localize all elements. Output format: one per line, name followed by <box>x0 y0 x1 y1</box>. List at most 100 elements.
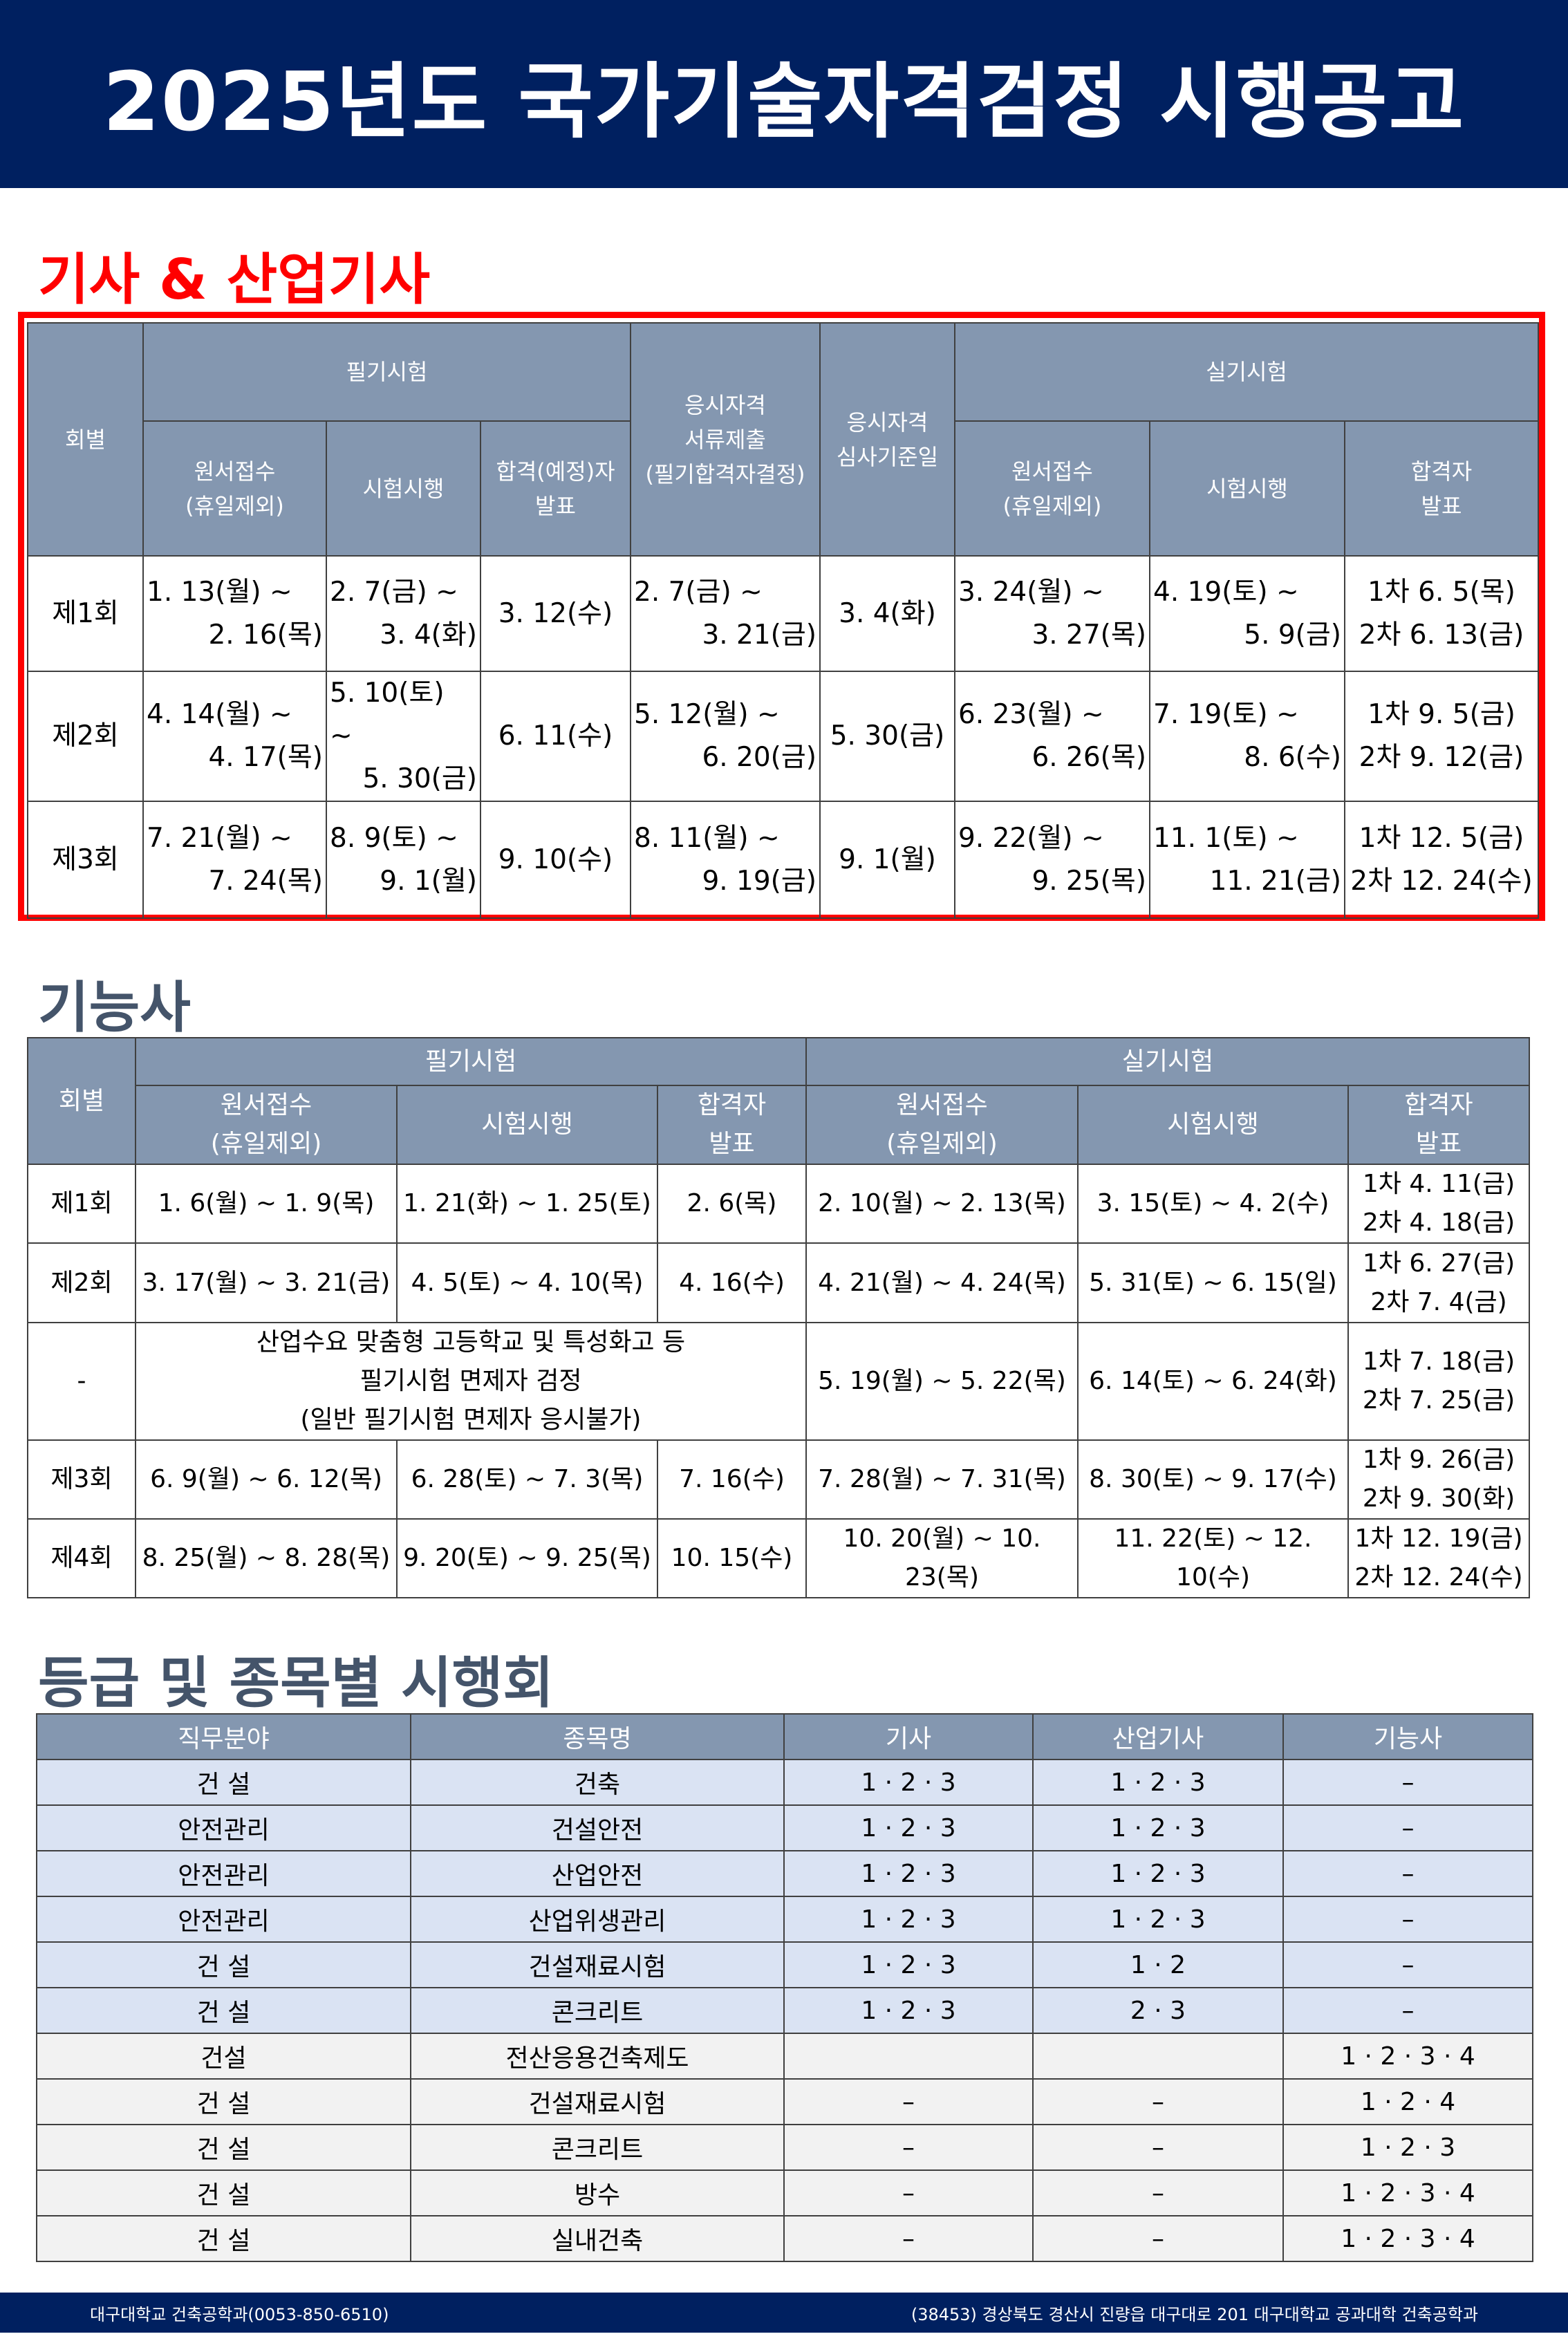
table-cell: - <box>27 1322 136 1441</box>
table-cell: – <box>1032 2215 1284 2262</box>
cell-line: 발표 <box>1421 492 1462 519</box>
table-cell: 응시자격 심사기준일 <box>819 322 955 557</box>
table-cell: 원서접수 (휴일제외) <box>954 420 1150 557</box>
table-cell: 7. 28(월) ~ 7. 31(목) <box>805 1439 1079 1520</box>
table-cell: 6. 28(토) ~ 7. 3(목) <box>396 1439 658 1520</box>
table-cell: 1 · 2 · 3 · 4 <box>1282 2169 1533 2216</box>
page-title: 2025년도 국가기술자격검정 시행공고 <box>102 53 1466 149</box>
table-cell: 원서접수 (휴일제외) <box>805 1085 1079 1165</box>
footer-address: (38453) 경상북도 경산시 진량읍 대구대로 201 대구대학교 공과대학… <box>911 2304 1478 2324</box>
table-cell: 3. 4(화) <box>819 555 955 672</box>
table-cell: 방수 <box>410 2169 785 2216</box>
cell-line: 6. 20(금) <box>702 742 816 773</box>
cell-line: 1차 6. 27(금) <box>1362 1249 1515 1278</box>
cell-line: 1차 9. 26(금) <box>1362 1446 1515 1474</box>
table-cell: 1차 9. 5(금) 2차 9. 12(금) <box>1344 671 1539 802</box>
table-cell: 1 · 2 · 4 <box>1282 2078 1533 2125</box>
table-cell: 1 · 2 · 3 <box>783 1987 1034 2034</box>
section-title-grades: 등급 및 종목별 시행회 <box>38 1651 554 1715</box>
cell-line: 산업수요 맞춤형 고등학교 및 특성화고 등 <box>256 1328 686 1356</box>
table-cell: 산업위생관리 <box>410 1896 785 1943</box>
table-cell: 6. 11(수) <box>480 671 631 802</box>
table-cell: 합격(예정)자 발표 <box>480 420 631 557</box>
table-cell: 건설재료시험 <box>410 2078 785 2125</box>
table-cell: 제2회 <box>27 1242 136 1323</box>
table-cell: 10. 20(월) ~ 10. 23(목) <box>805 1518 1079 1598</box>
table-cell: 제3회 <box>27 1439 136 1520</box>
table-cell: 6. 14(토) ~ 6. 24(화) <box>1077 1322 1349 1441</box>
table-cell: – <box>1282 1941 1533 1988</box>
table-cell: 1 · 2 · 3 <box>783 1804 1034 1851</box>
table-cell: 합격자 발표 <box>1347 1085 1530 1165</box>
cell-line: 3. 27(목) <box>1032 619 1146 651</box>
table-cell: 건 설 <box>36 1759 411 1806</box>
table-cell: 5. 10(토) ~5. 30(금) <box>326 671 481 802</box>
table-cell: 1 · 2 · 3 <box>783 1896 1034 1943</box>
table-row: 건 설 콘크리트 – –1 · 2 · 3 <box>36 2124 1533 2171</box>
cell-line: 1차 12. 5(금) <box>1359 822 1524 854</box>
table-cell: 건 설 <box>36 2078 411 2125</box>
cell-line: 응시자격 <box>846 409 928 436</box>
table-cell: – <box>783 2215 1034 2262</box>
table-cell: 1 · 2 · 3 <box>783 1941 1034 1988</box>
table-cell: – <box>1032 2169 1284 2216</box>
cell-line: 5. 30(금) <box>362 763 477 794</box>
table-row: 건 설 방수 – –1 · 2 · 3 · 4 <box>36 2169 1533 2216</box>
table-cell: 4. 14(월) ~ 4. 17(목) <box>142 671 327 802</box>
table-cell: – <box>1282 1896 1533 1943</box>
cell-line: 8. 9(토) ~ <box>330 822 458 854</box>
table-cell: – <box>1282 1850 1533 1897</box>
cell-line: (휴일제외) <box>185 492 284 519</box>
table-cell: 제4회 <box>27 1518 136 1598</box>
cell-line: 8. 11(월) ~ <box>634 822 780 854</box>
table-cell: 1 · 2 · 3 <box>1032 1759 1284 1806</box>
table-cell: 건축 <box>410 1759 785 1806</box>
cell-line: 원서접수 <box>194 458 276 485</box>
table-cell: 8. 11(월) ~ 9. 19(금) <box>630 801 821 919</box>
table-cell: 회별 <box>27 1037 136 1165</box>
table-cell: 4. 21(월) ~ 4. 24(목) <box>805 1242 1079 1323</box>
cell-line: 합격(예정)자 <box>496 458 615 485</box>
table-cell: 2. 10(월) ~ 2. 13(목) <box>805 1164 1079 1244</box>
table-cell: 건설재료시험 <box>410 1941 785 1988</box>
table-cell: 산업기사 <box>1032 1713 1284 1760</box>
table-cell: 안전관리 <box>36 1896 411 1943</box>
table-cell: 5. 19(월) ~ 5. 22(목) <box>805 1322 1079 1441</box>
cell-line: 5. 9(금) <box>1244 619 1341 651</box>
table-cell: 11. 22(토) ~ 12. 10(수) <box>1077 1518 1349 1598</box>
cell-line: 5. 12(월) ~ <box>634 699 780 730</box>
table-cell: 응시자격 서류제출 (필기합격자결정) <box>630 322 821 557</box>
cell-line: 응시자격 <box>684 391 766 418</box>
table-cell: 기능사 <box>1282 1713 1533 1760</box>
table-cell: 건 설 <box>36 2124 411 2171</box>
table-cell: 기사 <box>783 1713 1034 1760</box>
table-cell: 제3회 <box>27 801 144 919</box>
cell-line: 2차 9. 30(화) <box>1362 1484 1515 1513</box>
cell-line: 2. 7(금) ~ <box>330 576 458 608</box>
table-cell: 9. 20(토) ~ 9. 25(목) <box>396 1518 658 1598</box>
table-cell: 산업수요 맞춤형 고등학교 및 특성화고 등 필기시험 면제자 검정 (일반 필기시… <box>135 1322 807 1441</box>
cell-line: 합격자 <box>697 1091 767 1119</box>
cell-line: (일반 필기시험 면제자 응시불가) <box>300 1406 642 1434</box>
table-row: 제1회 1. 6(월) ~ 1. 9(목) 1. 21(화) ~ 1. 25(토) 2… <box>27 1164 1530 1244</box>
cell-line: 11. 1(토) ~ <box>1153 822 1299 854</box>
table-cell: 직무분야 <box>36 1713 411 1760</box>
cell-line: 1차 12. 19(금) <box>1354 1524 1523 1553</box>
table-cell: 3. 15(토) ~ 4. 2(수) <box>1077 1164 1349 1244</box>
table-cell: 1차 6. 27(금) 2차 7. 4(금) <box>1347 1242 1530 1323</box>
cell-line: 2차 6. 13(금) <box>1359 619 1524 651</box>
cell-line: 5. 10(토) <box>330 678 445 709</box>
cell-line: 2. 7(금) ~ <box>634 576 763 608</box>
table-cell: 11. 1(토) ~ 11. 21(금) <box>1149 801 1345 919</box>
cell-line: 9. 1(월) <box>380 865 477 897</box>
cell-line: 1차 7. 18(금) <box>1362 1347 1515 1376</box>
table-cell: 합격자 발표 <box>657 1085 807 1165</box>
cell-line: 원서접수 <box>896 1091 988 1119</box>
cell-line: 7. 19(토) ~ <box>1153 699 1299 730</box>
cell-line: (휴일제외) <box>210 1130 322 1158</box>
table-row: 제4회 8. 25(월) ~ 8. 28(목) 9. 20(토) ~ 9. 25(목… <box>27 1518 1530 1598</box>
table-cell: 원서접수 (휴일제외) <box>135 1085 398 1165</box>
table-cell: 9. 1(월) <box>819 801 955 919</box>
table-row: 제1회 1. 13(월) ~2. 16(목) 2. 7(금) ~3. 4(화) 3. … <box>27 555 1539 672</box>
